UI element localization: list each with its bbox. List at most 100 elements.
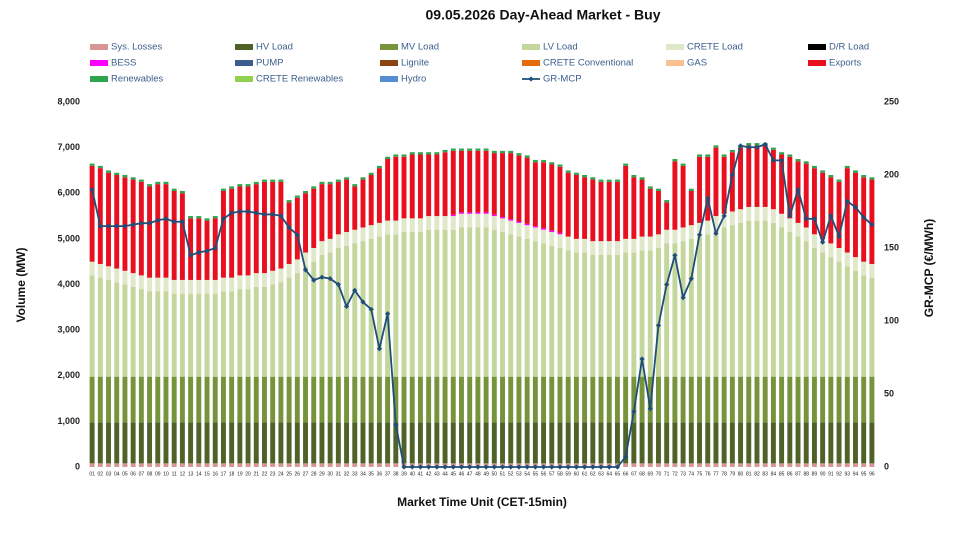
line-point bbox=[655, 322, 662, 328]
bar-segment bbox=[664, 243, 670, 377]
bar-segment bbox=[171, 188, 177, 191]
bar-segment bbox=[114, 463, 120, 467]
bar-segment bbox=[262, 273, 267, 287]
bar-segment bbox=[795, 236, 801, 377]
bar-segment bbox=[779, 154, 785, 214]
bar-segment bbox=[467, 150, 473, 213]
bar-segment bbox=[705, 156, 711, 221]
bar-segment bbox=[335, 181, 341, 235]
bar-segment bbox=[106, 266, 111, 280]
legend-label: GR-MCP bbox=[543, 74, 582, 85]
x-tick-label: 26 bbox=[295, 471, 301, 477]
bar-segment bbox=[319, 422, 325, 464]
bar-segment bbox=[237, 463, 243, 467]
bar-segment bbox=[270, 284, 276, 377]
bar-segment bbox=[820, 422, 826, 464]
bar-segment bbox=[417, 232, 423, 377]
bar-segment bbox=[475, 422, 481, 464]
bar-segment bbox=[803, 227, 809, 242]
bar-segment bbox=[664, 229, 670, 244]
line-point bbox=[639, 356, 645, 362]
bar-segment bbox=[327, 376, 333, 423]
bar-segment bbox=[787, 154, 793, 157]
bar-segment bbox=[270, 376, 276, 423]
x-tick-label: 12 bbox=[180, 471, 186, 477]
bar-segment bbox=[442, 376, 448, 423]
line-point bbox=[196, 249, 202, 255]
bar-segment bbox=[729, 152, 735, 212]
bar-segment bbox=[155, 277, 161, 292]
line-point bbox=[491, 464, 497, 470]
bar-segment bbox=[327, 463, 333, 467]
bar-segment bbox=[368, 376, 374, 423]
bar-segment bbox=[163, 376, 169, 423]
bar-segment bbox=[188, 422, 194, 464]
bar-segment bbox=[606, 241, 612, 255]
bar-segment bbox=[508, 150, 514, 154]
line-point bbox=[787, 213, 793, 219]
bar-segment bbox=[664, 463, 670, 467]
bar-segment bbox=[245, 289, 251, 377]
bar-segment bbox=[598, 254, 604, 377]
bar-segment bbox=[106, 172, 111, 267]
bar-segment bbox=[779, 422, 785, 464]
legend-swatch bbox=[235, 76, 253, 82]
x-tick-label: 67 bbox=[631, 471, 637, 477]
y-tick-label: 7,000 bbox=[57, 142, 80, 152]
bar-segment bbox=[705, 463, 711, 467]
bar-segment bbox=[253, 184, 259, 274]
bar-segment bbox=[97, 277, 103, 377]
bar-segment bbox=[97, 168, 103, 264]
bar-segment bbox=[532, 162, 538, 227]
bar-segment bbox=[803, 422, 809, 464]
bar-segment bbox=[853, 257, 858, 271]
bar-segment bbox=[836, 376, 842, 423]
legend-label: D/R Load bbox=[829, 42, 869, 53]
bar-segment bbox=[721, 156, 727, 214]
bar-segment bbox=[697, 463, 702, 467]
bar-segment bbox=[803, 463, 809, 467]
x-tick-label: 07 bbox=[139, 471, 145, 477]
bar-segment bbox=[573, 238, 579, 253]
legend-label: GAS bbox=[687, 58, 707, 69]
x-tick-label: 32 bbox=[344, 471, 350, 477]
bar-segment bbox=[573, 175, 579, 239]
bar-segment bbox=[565, 376, 571, 423]
bar-segment bbox=[368, 225, 374, 239]
bar-segment bbox=[344, 245, 350, 377]
bar-segment bbox=[106, 422, 111, 464]
bar-segment bbox=[89, 376, 95, 423]
y-tick-label: 2,000 bbox=[57, 370, 80, 380]
bar-segment bbox=[500, 422, 505, 464]
bar-segment bbox=[795, 376, 801, 423]
line-point bbox=[508, 464, 514, 470]
bar-segment bbox=[811, 165, 817, 169]
bar-segment bbox=[434, 376, 440, 423]
legend-label: PUMP bbox=[256, 58, 283, 69]
legend-swatch bbox=[90, 76, 108, 82]
bar-segment bbox=[237, 422, 243, 464]
legend-swatch bbox=[90, 60, 108, 66]
legend-swatch bbox=[235, 44, 253, 50]
bar-segment bbox=[705, 422, 711, 464]
bar-segment bbox=[516, 155, 522, 222]
line-point bbox=[376, 346, 382, 352]
bar-segment bbox=[541, 229, 547, 244]
bar-segment bbox=[237, 376, 243, 423]
bar-segment bbox=[697, 376, 702, 423]
bar-segment bbox=[360, 422, 366, 464]
x-tick-label: 43 bbox=[434, 471, 440, 477]
x-tick-label: 36 bbox=[377, 471, 383, 477]
bar-segment bbox=[656, 248, 661, 377]
bars bbox=[89, 143, 875, 467]
x-tick-label: 64 bbox=[606, 471, 612, 477]
line-point bbox=[89, 187, 95, 193]
bar-segment bbox=[335, 234, 341, 248]
bar-segment bbox=[450, 214, 456, 217]
bar-segment bbox=[516, 221, 522, 223]
bar-segment bbox=[598, 422, 604, 464]
bar-segment bbox=[729, 225, 735, 377]
bar-segment bbox=[229, 463, 235, 467]
bar-segment bbox=[729, 463, 735, 467]
bar-segment bbox=[401, 376, 407, 423]
